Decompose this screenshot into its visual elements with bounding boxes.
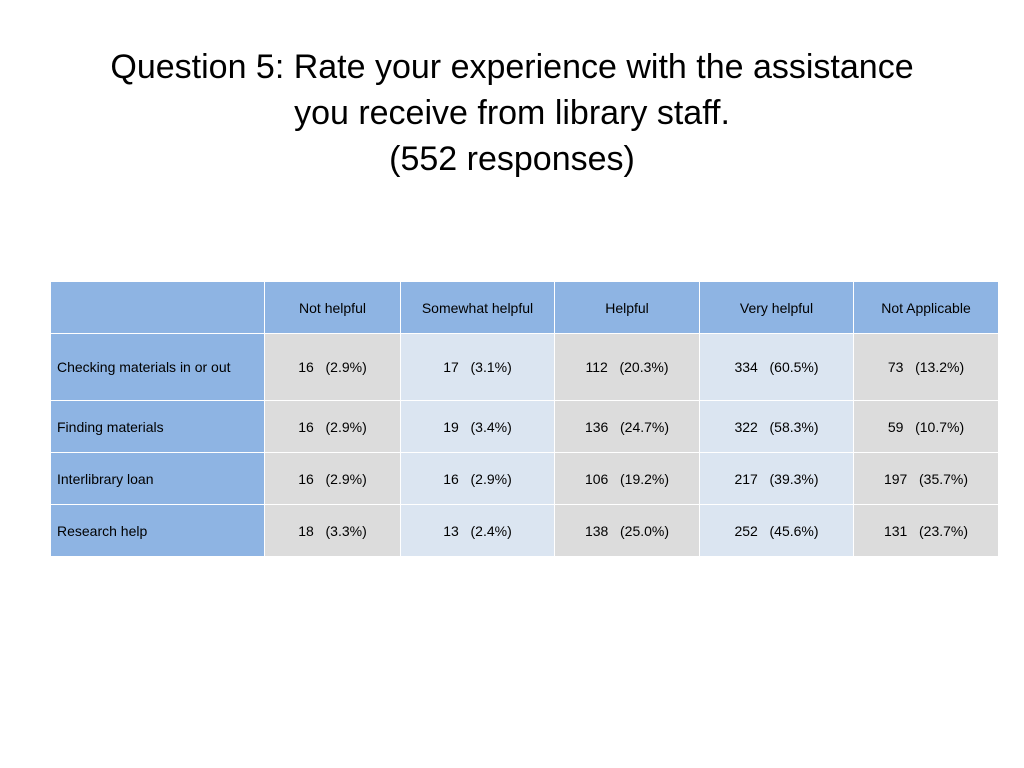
table-row: Finding materials 16 (2.9%) 19 (3.4%) 13… bbox=[50, 400, 999, 453]
slide-title: Question 5: Rate your experience with th… bbox=[40, 44, 984, 182]
table-row: Research help 18 (3.3%) 13 (2.4%) 138 (2… bbox=[50, 504, 999, 557]
table-cell: 19 (3.4%) bbox=[400, 400, 555, 453]
title-line-1: Question 5: Rate your experience with th… bbox=[110, 48, 914, 86]
table-header-row: Not helpful Somewhat helpful Helpful Ver… bbox=[50, 281, 999, 334]
table-cell: 217 (39.3%) bbox=[699, 452, 854, 505]
table-cell: 16 (2.9%) bbox=[264, 400, 401, 453]
table-cell: 17 (3.1%) bbox=[400, 333, 555, 401]
row-label: Checking materials in or out bbox=[50, 333, 265, 401]
table-cell: 16 (2.9%) bbox=[400, 452, 555, 505]
table-cell: 131 (23.7%) bbox=[853, 504, 999, 557]
table-cell: 16 (2.9%) bbox=[264, 333, 401, 401]
table-cell: 73 (13.2%) bbox=[853, 333, 999, 401]
table-cell: 138 (25.0%) bbox=[554, 504, 700, 557]
title-line-3: (552 responses) bbox=[389, 140, 635, 178]
table-cell: 59 (10.7%) bbox=[853, 400, 999, 453]
header-corner bbox=[50, 281, 265, 334]
table-cell: 197 (35.7%) bbox=[853, 452, 999, 505]
title-line-2: you receive from library staff. bbox=[294, 94, 730, 132]
row-label: Research help bbox=[50, 504, 265, 557]
column-header: Somewhat helpful bbox=[400, 281, 555, 334]
table-cell: 252 (45.6%) bbox=[699, 504, 854, 557]
row-label: Interlibrary loan bbox=[50, 452, 265, 505]
column-header: Helpful bbox=[554, 281, 700, 334]
row-label: Finding materials bbox=[50, 400, 265, 453]
table-cell: 136 (24.7%) bbox=[554, 400, 700, 453]
table-row: Interlibrary loan 16 (2.9%) 16 (2.9%) 10… bbox=[50, 452, 999, 505]
table-row: Checking materials in or out 16 (2.9%) 1… bbox=[50, 333, 999, 401]
table-cell: 16 (2.9%) bbox=[264, 452, 401, 505]
results-table: Not helpful Somewhat helpful Helpful Ver… bbox=[50, 281, 999, 557]
column-header: Not Applicable bbox=[853, 281, 999, 334]
table-cell: 106 (19.2%) bbox=[554, 452, 700, 505]
column-header: Not helpful bbox=[264, 281, 401, 334]
table-cell: 13 (2.4%) bbox=[400, 504, 555, 557]
table-cell: 334 (60.5%) bbox=[699, 333, 854, 401]
table-cell: 112 (20.3%) bbox=[554, 333, 700, 401]
table-cell: 322 (58.3%) bbox=[699, 400, 854, 453]
column-header: Very helpful bbox=[699, 281, 854, 334]
table-cell: 18 (3.3%) bbox=[264, 504, 401, 557]
